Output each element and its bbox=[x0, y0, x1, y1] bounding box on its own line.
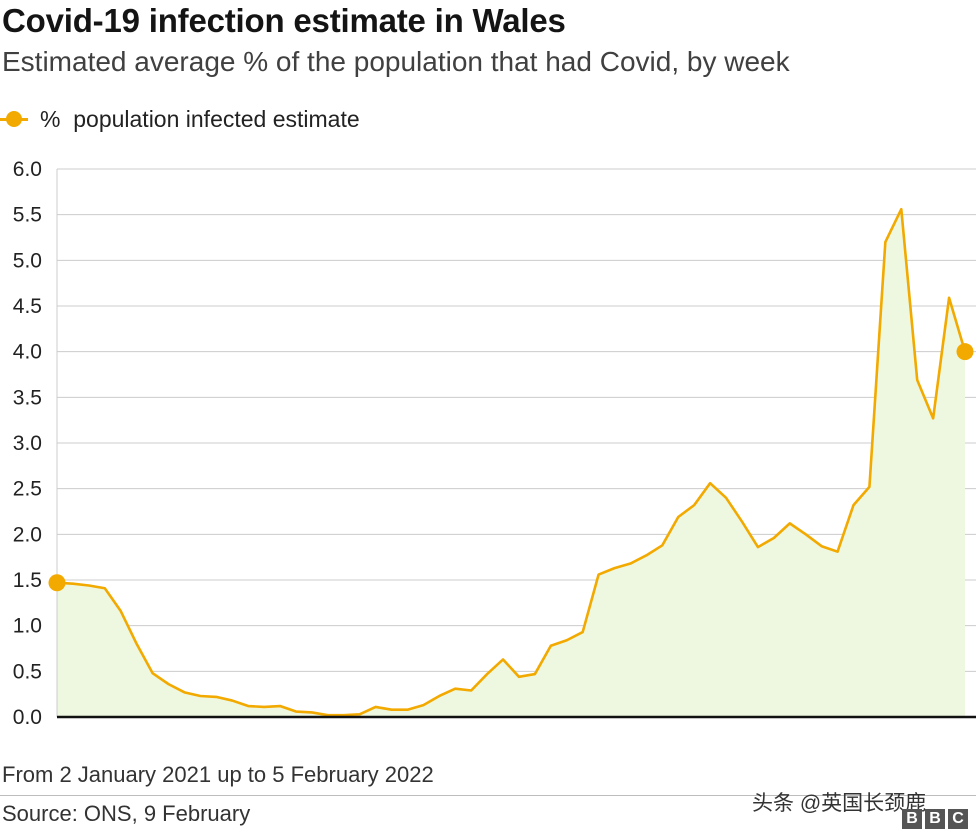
y-tick-label: 1.5 bbox=[13, 569, 42, 592]
area-fill-layer bbox=[57, 209, 965, 717]
y-tick-labels: 0.0 0.5 1.0 1.5 2.0 2.5 3.0 3.5 4.0 4.5 5.0 5.5 6.0 bbox=[13, 158, 42, 729]
bbc-logo-letter: B bbox=[925, 809, 945, 829]
y-tick-label: 2.0 bbox=[13, 523, 42, 546]
y-tick-label: 4.0 bbox=[13, 341, 42, 364]
axes bbox=[56, 169, 976, 719]
y-tick-label: 0.0 bbox=[13, 706, 42, 729]
legend-marker-icon bbox=[0, 104, 32, 134]
legend: % population infected estimate bbox=[0, 104, 360, 134]
series-line-layer bbox=[56, 207, 967, 717]
y-tick-label: 6.0 bbox=[13, 158, 42, 181]
y-tick-label: 3.5 bbox=[13, 386, 42, 409]
bbc-logo-letter: C bbox=[948, 809, 968, 829]
source-note: Source: ONS, 9 February bbox=[2, 801, 251, 826]
y-tick-label: 0.5 bbox=[13, 660, 42, 683]
bbc-logo-letter: B bbox=[902, 809, 922, 829]
start-point-marker bbox=[48, 574, 66, 592]
footer-divider bbox=[0, 795, 976, 796]
endpoint-markers bbox=[48, 343, 974, 592]
line-chart: 0.0 0.5 1.0 1.5 2.0 2.5 3.0 3.5 4.0 4.5 5.0 5.5 6.0 bbox=[13, 158, 976, 729]
chart-subtitle: Estimated average % of the population th… bbox=[2, 46, 790, 77]
y-tick-label: 5.5 bbox=[13, 204, 42, 227]
y-tick-label: 4.5 bbox=[13, 295, 42, 318]
bbc-logo: B B C bbox=[902, 809, 968, 829]
end-point-marker bbox=[956, 343, 974, 361]
y-tick-label: 2.5 bbox=[13, 478, 42, 501]
y-tick-label: 3.0 bbox=[13, 432, 42, 455]
series-line bbox=[56, 207, 967, 717]
y-tick-label: 1.0 bbox=[13, 615, 42, 638]
gridlines bbox=[57, 168, 976, 672]
chart-title: Covid-19 infection estimate in Wales bbox=[2, 2, 566, 39]
y-tick-label: 5.0 bbox=[13, 249, 42, 272]
legend-label: % population infected estimate bbox=[40, 105, 360, 132]
date-range-note: From 2 January 2021 up to 5 February 202… bbox=[2, 762, 434, 787]
series-area bbox=[57, 209, 965, 717]
watermark: 头条 @英国长颈鹿 bbox=[752, 792, 927, 815]
